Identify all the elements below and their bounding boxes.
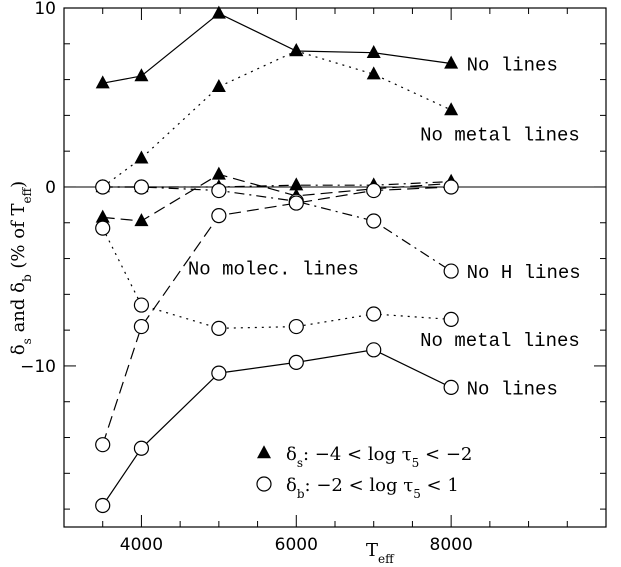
x-axis-title-sub: eff bbox=[378, 552, 395, 566]
data-point-series-1 bbox=[366, 44, 381, 58]
data-point-series-1 bbox=[134, 68, 149, 82]
y-title-part: ) bbox=[8, 181, 29, 188]
data-point-series-8 bbox=[95, 497, 111, 514]
y-title-part: δ bbox=[8, 282, 29, 293]
series-lines bbox=[102, 12, 452, 506]
data-point-series-6 bbox=[288, 318, 304, 335]
data-point-series-2 bbox=[134, 150, 149, 164]
data-point-series-4 bbox=[211, 166, 226, 180]
series-line-8 bbox=[102, 349, 452, 506]
data-point-series-3 bbox=[289, 177, 304, 191]
data-point-series-8 bbox=[288, 354, 304, 370]
series-line-3 bbox=[102, 181, 452, 188]
y-title-sub: eff bbox=[20, 186, 34, 203]
data-point-series-2 bbox=[211, 78, 226, 92]
data-point-series-2 bbox=[444, 102, 459, 116]
legend-symbol: δ bbox=[286, 444, 297, 465]
annotation-label: No H lines bbox=[467, 262, 581, 284]
data-point-series-6 bbox=[211, 320, 227, 336]
y-tick-label: 10 bbox=[34, 0, 56, 19]
y-tick-label: 0 bbox=[45, 178, 56, 198]
legend-subscript: s bbox=[297, 456, 303, 470]
data-point-series-2 bbox=[289, 43, 304, 57]
series-line-5 bbox=[102, 186, 452, 272]
y-title-part: and bbox=[8, 293, 29, 338]
y-axis-title: δs and δb (% of Teff) bbox=[8, 181, 34, 355]
data-point-series-8 bbox=[443, 379, 459, 396]
data-point-series-2 bbox=[366, 66, 381, 80]
data-point-series-8 bbox=[211, 365, 227, 381]
legend-label: δs: −4 < log τ5 < −2 bbox=[286, 444, 472, 470]
legend-marker-circle bbox=[256, 476, 272, 492]
data-point-series-6 bbox=[133, 297, 150, 313]
legend-text: : −2 < log τ bbox=[305, 475, 414, 496]
x-axis-title: Teff bbox=[366, 540, 395, 566]
data-point-series-7 bbox=[211, 208, 227, 224]
annotation-label: No lines bbox=[467, 378, 558, 400]
x-tick-label: 4000 bbox=[120, 535, 163, 555]
series-line-4 bbox=[102, 173, 452, 222]
series-line-7 bbox=[102, 186, 452, 445]
x-tick-label: 6000 bbox=[275, 535, 318, 555]
data-point-series-6 bbox=[95, 220, 111, 236]
annotation-label: No lines bbox=[467, 54, 558, 76]
legend: δs: −4 < log τ5 < −2δb: −2 < log τ5 < 1 bbox=[256, 444, 472, 501]
legend-text: < 1 bbox=[421, 475, 459, 496]
data-point-series-5 bbox=[443, 263, 459, 279]
axis-ticks: 4000 6000 8000 10 0 −10 bbox=[20, 0, 606, 555]
data-point-series-5 bbox=[133, 179, 150, 195]
data-point-series-5 bbox=[366, 213, 382, 229]
y-title-part: δ bbox=[8, 344, 29, 355]
data-point-series-4 bbox=[134, 213, 149, 227]
legend-text: < −2 bbox=[419, 444, 472, 465]
series-markers bbox=[95, 5, 459, 514]
legend-symbol: δ bbox=[286, 475, 297, 496]
data-point-series-4 bbox=[95, 209, 110, 223]
series-line-1 bbox=[102, 12, 452, 84]
data-point-series-1 bbox=[95, 75, 110, 89]
data-point-series-6 bbox=[366, 306, 382, 322]
annotation-label: No molec. lines bbox=[188, 259, 359, 281]
data-point-series-6 bbox=[443, 311, 459, 327]
data-point-series-5 bbox=[211, 182, 227, 199]
y-title-sub: s bbox=[20, 338, 34, 344]
y-title-sub: b bbox=[20, 274, 34, 282]
legend-subscript: 5 bbox=[413, 487, 421, 501]
data-point-series-8 bbox=[133, 440, 150, 456]
annotation-label: No metal lines bbox=[420, 124, 580, 146]
series-line-2 bbox=[102, 50, 452, 188]
series-line-6 bbox=[102, 227, 452, 329]
data-point-series-1 bbox=[444, 55, 459, 69]
data-point-series-1 bbox=[211, 5, 226, 19]
annotations: No lines No metal lines No molec. lines No … bbox=[188, 54, 581, 400]
data-point-series-7 bbox=[288, 195, 304, 211]
data-point-series-7 bbox=[443, 179, 459, 195]
data-point-series-5 bbox=[95, 179, 111, 195]
legend-label: δb: −2 < log τ5 < 1 bbox=[286, 475, 459, 501]
legend-subscript: b bbox=[297, 487, 305, 501]
data-point-series-7 bbox=[133, 318, 150, 335]
annotation-label: No metal lines bbox=[420, 330, 580, 352]
data-point-series-7 bbox=[95, 437, 111, 453]
data-point-series-8 bbox=[366, 342, 382, 358]
y-title-part: (% of T bbox=[8, 204, 29, 275]
legend-text: : −4 < log τ bbox=[303, 444, 412, 465]
y-tick-label: −10 bbox=[20, 357, 56, 377]
x-tick-label: 8000 bbox=[430, 535, 473, 555]
data-point-series-7 bbox=[366, 182, 382, 199]
legend-marker-triangle bbox=[257, 445, 271, 459]
legend-subscript: 5 bbox=[412, 456, 420, 470]
x-axis-title-main: T bbox=[366, 540, 378, 561]
